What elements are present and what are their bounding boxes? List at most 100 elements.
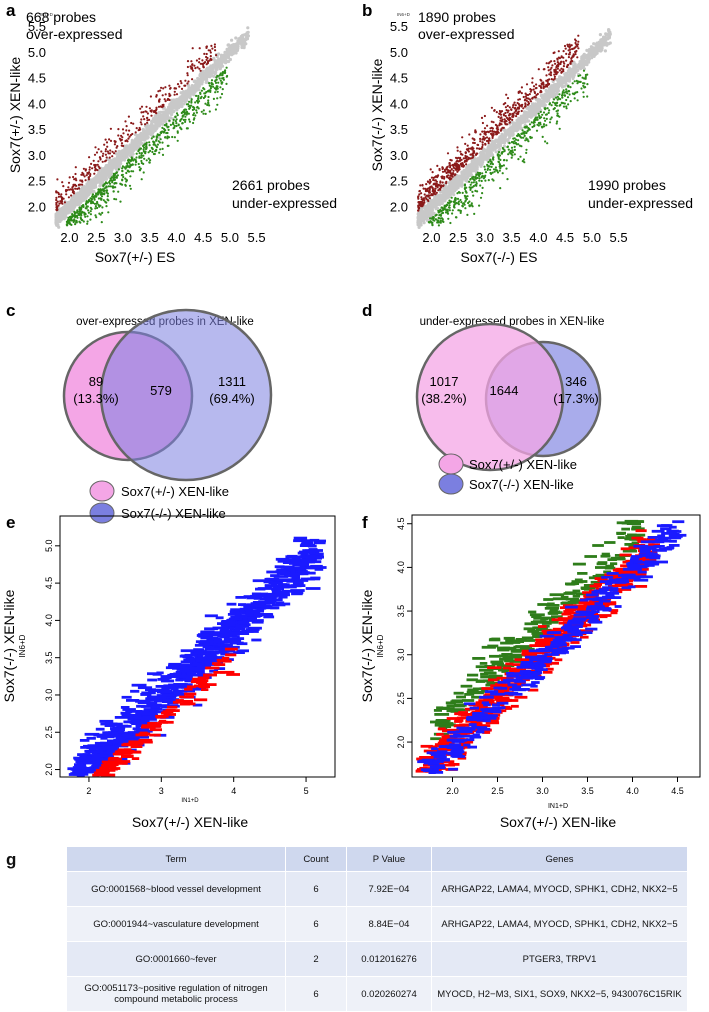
- scatter-point-under: [208, 104, 211, 107]
- scatter-point-unchanged: [558, 78, 562, 82]
- scatter-point-over: [446, 152, 450, 155]
- scatter-point-under: [448, 206, 451, 209]
- scatter-point-unchanged: [145, 130, 149, 134]
- scatter-point-unchanged: [529, 113, 533, 117]
- scatter-point-unchanged: [116, 152, 120, 156]
- scatter-point-over: [155, 106, 158, 109]
- scatter-point-under: [161, 141, 164, 144]
- scatter-point-unchanged: [103, 166, 107, 170]
- scatter-point-over: [210, 44, 213, 48]
- scatter-point-over: [160, 105, 164, 109]
- scatter-point-over: [169, 86, 172, 90]
- scatter-point-under: [214, 91, 217, 94]
- scatter-point-over: [527, 97, 530, 100]
- scatter-point-unchanged: [135, 137, 139, 141]
- scatter-point-over: [435, 180, 438, 183]
- scatter-point-under: [475, 173, 478, 176]
- scatter-point-over: [568, 51, 572, 54]
- scatter-point-over: [481, 138, 484, 141]
- scatter-point-over: [433, 182, 436, 185]
- scatter-point-over: [455, 162, 458, 165]
- scatter-point-over: [577, 47, 580, 50]
- scatter-point-under: [207, 95, 210, 99]
- scatter-point-under: [89, 206, 92, 209]
- scatter-point-unchanged: [533, 107, 537, 111]
- scatter-point-unchanged: [204, 80, 208, 84]
- scatter-point-over: [183, 84, 186, 87]
- scatter-point-unchanged: [446, 187, 450, 191]
- scatter-point-under: [175, 124, 178, 128]
- scatter-point-under: [580, 87, 583, 90]
- y-tick-label: 2.0: [28, 199, 46, 214]
- scatter-point-under: [134, 163, 137, 166]
- scatter-point-over: [60, 193, 63, 196]
- scatter-point-over: [198, 61, 201, 64]
- scatter-point-over: [61, 181, 64, 184]
- scatter-point-over: [187, 80, 190, 83]
- scatter-point-under: [459, 198, 462, 202]
- scatter-point-under: [140, 154, 143, 157]
- scatter-point-under: [152, 135, 155, 138]
- y-tick-label: 4.0: [28, 96, 46, 111]
- scatter-point-over: [180, 82, 183, 85]
- scatter-point-over: [198, 57, 201, 60]
- scatter-point-over: [515, 115, 518, 118]
- scatter-point-over: [178, 85, 181, 88]
- scatter-point-over: [500, 116, 503, 119]
- scatter-point-over: [531, 97, 534, 100]
- scatter-point-over: [72, 175, 75, 179]
- scatter-point-under: [69, 219, 72, 222]
- scatter-point-under: [102, 185, 105, 188]
- scatter-point-under: [79, 216, 82, 219]
- scatter-point-under: [86, 222, 89, 225]
- scatter-point-under: [161, 126, 164, 129]
- scatter-point-over: [122, 132, 125, 135]
- scatter-plot-a: 2.0 2.5 3.0 3.5 4.0 4.5 5.0 5.5 2.02.53.03.54.0…: [7, 9, 337, 265]
- scatter-point-unchanged: [179, 91, 183, 95]
- scatter-point-under: [103, 182, 106, 186]
- scatter-point-over: [539, 78, 542, 81]
- scatter-point-over: [512, 115, 515, 118]
- x-tick-label: 5.5: [248, 230, 266, 245]
- scatter-point-over: [205, 46, 208, 50]
- scatter-point-over: [73, 178, 76, 181]
- scatter-point-over: [480, 147, 483, 150]
- scatter-point-over: [469, 147, 472, 150]
- scatter-point-unchanged: [481, 160, 485, 164]
- scatter-point-unchanged: [419, 216, 423, 220]
- scatter-point-over: [55, 196, 58, 199]
- scatter-point-over: [570, 59, 573, 62]
- scatter-point-over: [80, 183, 84, 186]
- scatter-point-under: [74, 223, 77, 226]
- scatter-point-under: [203, 88, 206, 91]
- scatter-point-under: [184, 115, 187, 118]
- scatter-point-over: [175, 93, 179, 96]
- scatter-point-over: [567, 49, 570, 52]
- scatter-point-over: [122, 144, 125, 148]
- scatter-point-unchanged: [151, 117, 156, 121]
- x-tick-label: 3.5: [141, 230, 159, 245]
- scatter-point-under: [204, 102, 207, 105]
- scatter-point-unchanged: [518, 120, 522, 124]
- scatter-point-over: [524, 92, 527, 95]
- scatter-point-over: [56, 208, 59, 211]
- scatter-point-over: [158, 98, 161, 101]
- scatter-point-unchanged: [530, 110, 534, 114]
- scatter-point-over: [556, 61, 559, 64]
- scatter-point-unchanged: [519, 114, 523, 118]
- scatter-point-under: [157, 133, 160, 137]
- scatter-point-over: [120, 142, 124, 145]
- scatter-point-under: [85, 200, 88, 203]
- scatter-point-under: [449, 221, 452, 225]
- scatter-point-over: [495, 124, 498, 127]
- scatter-point-over: [419, 184, 422, 187]
- scatter-point-unchanged: [442, 186, 446, 190]
- scatter-point-unchanged: [195, 80, 199, 84]
- scatter-point-over: [540, 90, 543, 93]
- scatter-point-over: [567, 56, 571, 59]
- scatter-point-over: [524, 95, 527, 98]
- scatter-point-unchanged: [141, 134, 145, 138]
- scatter-point-under: [174, 115, 177, 119]
- scatter-point-under: [120, 174, 123, 177]
- scatter-point-under: [158, 151, 161, 154]
